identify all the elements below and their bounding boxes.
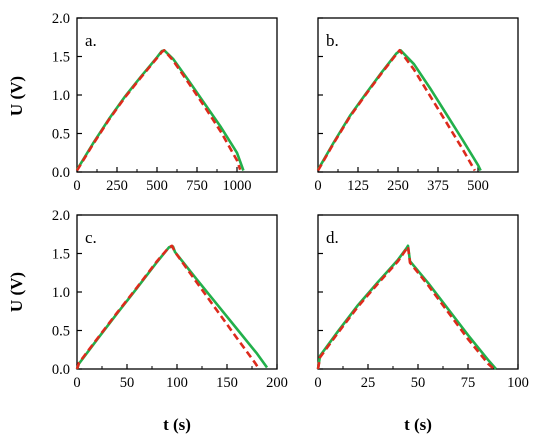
panel-1: 0.0 0.5 1.0 1.5 2.0 0 250 500 750 1000 a. — [52, 11, 278, 194]
x-tick-label: 25 — [361, 375, 376, 391]
y-axis-title-bottom: U (V) — [7, 272, 26, 312]
x-axis-title: t (s) — [404, 415, 432, 434]
y-axis-title-top: U (V) — [7, 76, 26, 116]
x-tick-label: 100 — [166, 375, 188, 391]
panel-label: a. — [85, 31, 97, 50]
x-tick-label: 0 — [73, 178, 80, 194]
solid-series-line — [316, 244, 497, 370]
panel-label: c. — [85, 228, 97, 247]
dashed-series-line — [75, 48, 242, 172]
panel-label: b. — [326, 31, 339, 50]
plot-frame — [76, 214, 278, 370]
x-tick-label: 50 — [120, 375, 135, 391]
panel-4: 0 25 50 75 100 d. t (s) — [314, 214, 529, 434]
y-tick-label: 1.0 — [52, 285, 70, 301]
x-tick-label: 100 — [507, 375, 529, 391]
y-tick-label: 0.5 — [52, 324, 70, 340]
x-tick-label: 500 — [467, 178, 489, 194]
y-tick-label: 1.0 — [52, 88, 70, 104]
solid-series-line — [75, 245, 269, 370]
x-tick-label: 0 — [73, 375, 80, 391]
plot-frame — [76, 17, 278, 173]
x-axis-title: t (s) — [163, 415, 191, 434]
x-tick-label: 0 — [314, 178, 321, 194]
y-tick-label: 1.5 — [52, 247, 70, 263]
y-tick-label: 0.0 — [52, 165, 70, 181]
dashed-series-line — [75, 244, 261, 370]
panel-label: d. — [326, 228, 339, 247]
solid-series-line — [316, 48, 482, 172]
x-tick-label: 75 — [461, 375, 476, 391]
x-tick-label: 500 — [146, 178, 168, 194]
x-tick-label: 1000 — [223, 178, 252, 194]
dashed-series-line — [316, 245, 495, 370]
x-tick-label: 0 — [314, 375, 321, 391]
panel-2: 0 125 250 375 500 b. — [314, 17, 519, 194]
y-tick-label: 0.5 — [52, 127, 70, 143]
panel-3: 0.0 0.5 1.0 1.5 2.0 0 50 100 150 200 c. t (s) — [52, 208, 288, 434]
y-tick-label: 1.5 — [52, 50, 70, 66]
x-tick-label: 200 — [266, 375, 288, 391]
y-tick-label: 0.0 — [52, 362, 70, 378]
x-tick-label: 125 — [347, 178, 369, 194]
x-tick-label: 50 — [411, 375, 426, 391]
plot-frame — [317, 214, 519, 370]
solid-series-line — [75, 48, 245, 171]
x-tick-label: 750 — [186, 178, 208, 194]
y-tick-label: 2.0 — [52, 11, 70, 27]
x-tick-label: 250 — [387, 178, 409, 194]
x-tick-label: 250 — [106, 178, 128, 194]
plot-frame — [317, 17, 519, 173]
y-tick-label: 2.0 — [52, 208, 70, 224]
x-tick-label: 375 — [427, 178, 449, 194]
x-tick-label: 150 — [216, 375, 238, 391]
dashed-series-line — [316, 48, 476, 172]
